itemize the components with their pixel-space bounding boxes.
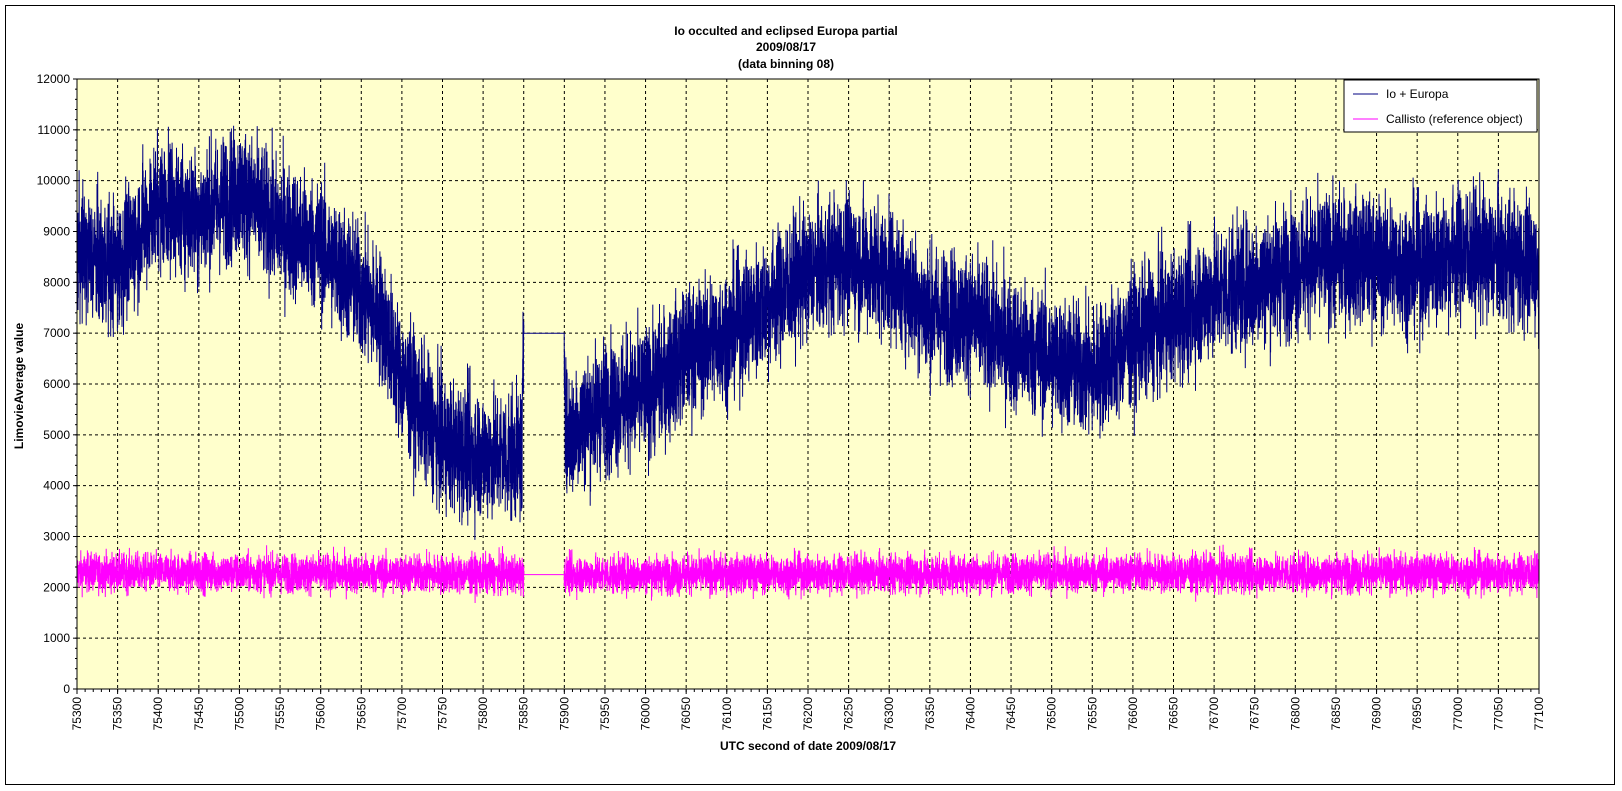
x-tick-label: 75850	[517, 697, 531, 731]
x-tick-label: 75700	[395, 697, 409, 731]
y-tick-label: 6000	[43, 377, 70, 391]
x-tick-label: 77000	[1451, 697, 1465, 731]
x-tick-label: 75750	[436, 697, 450, 731]
y-tick-label: 3000	[43, 530, 70, 544]
x-tick-label: 75400	[151, 697, 165, 731]
x-tick-label: 76750	[1248, 697, 1262, 731]
plot-border	[76, 78, 1540, 690]
x-tick-label: 75950	[598, 697, 612, 731]
x-tick-label: 77100	[1532, 697, 1546, 731]
x-tick-label: 75600	[314, 697, 328, 731]
x-tick-label: 76400	[963, 697, 977, 731]
x-tick-label: 75650	[354, 697, 368, 731]
x-tick-label: 75450	[192, 697, 206, 731]
x-tick-label: 76600	[1126, 697, 1140, 731]
y-tick-label: 10000	[37, 174, 71, 188]
x-tick-label: 76050	[679, 697, 693, 731]
x-tick-label: 76250	[842, 697, 856, 731]
y-tick-label: 12000	[37, 72, 71, 86]
y-axis-ticks: 0 1000 2000 3000 4000 5000 6000 7000 8000 9000 100…	[37, 72, 77, 696]
x-tick-label: 76700	[1207, 697, 1221, 731]
legend-label-io-europa: Io + Europa	[1386, 87, 1449, 101]
x-tick-label: 75300	[70, 697, 84, 731]
x-tick-label: 76300	[882, 697, 896, 731]
x-tick-label: 75800	[476, 697, 490, 731]
x-tick-label: 76100	[720, 697, 734, 731]
x-tick-label: 76650	[1167, 697, 1181, 731]
y-tick-label: 2000	[43, 580, 70, 594]
legend-label-callisto: Callisto (reference object)	[1386, 112, 1523, 126]
chart-title-line-3: (data binning 08)	[738, 57, 834, 71]
x-tick-label: 76200	[801, 697, 815, 731]
y-tick-label: 4000	[43, 479, 70, 493]
x-tick-label: 76450	[1004, 697, 1018, 731]
x-tick-label: 75900	[557, 697, 571, 731]
series-line-io-europa	[76, 125, 1540, 540]
y-tick-label: 9000	[43, 225, 70, 239]
chart-title-line-1: Io occulted and eclipsed Europa partial	[674, 24, 897, 38]
x-tick-label: 76350	[923, 697, 937, 731]
legend-box	[1343, 79, 1538, 133]
y-tick-label: 8000	[43, 275, 70, 289]
series-layer	[76, 125, 1540, 604]
x-tick-label: 76500	[1045, 697, 1059, 731]
x-axis-title: UTC second of date 2009/08/17	[720, 739, 896, 753]
x-tick-label: 76000	[639, 697, 653, 731]
y-tick-label: 1000	[43, 631, 70, 645]
x-tick-label: 76950	[1410, 697, 1424, 731]
series-line-callisto	[76, 544, 1540, 604]
x-tick-label: 75350	[111, 697, 125, 731]
chart-svg: Io occulted and eclipsed Europa partial …	[12, 24, 1546, 753]
y-tick-label: 5000	[43, 428, 70, 442]
x-tick-label: 76850	[1329, 697, 1343, 731]
x-tick-label: 77050	[1491, 697, 1505, 731]
y-axis-title: LimovieAverage value	[12, 323, 26, 450]
chart-title-line-2: 2009/08/17	[756, 40, 816, 54]
x-tick-label: 76900	[1370, 697, 1384, 731]
y-tick-label: 7000	[43, 326, 70, 340]
x-axis-ticks: 75300 75350 75400 75450 75500 75550 75600 75650…	[70, 689, 1546, 730]
x-tick-label: 76550	[1085, 697, 1099, 731]
x-tick-label: 76150	[760, 697, 774, 731]
y-tick-label: 0	[63, 682, 70, 696]
chart-frame: Io occulted and eclipsed Europa partial …	[5, 5, 1615, 785]
legend: Io + Europa Callisto (reference object)	[1343, 79, 1538, 133]
x-tick-label: 75550	[273, 697, 287, 731]
x-tick-label: 75500	[232, 697, 246, 731]
x-tick-label: 76800	[1288, 697, 1302, 731]
y-tick-label: 11000	[38, 123, 71, 137]
